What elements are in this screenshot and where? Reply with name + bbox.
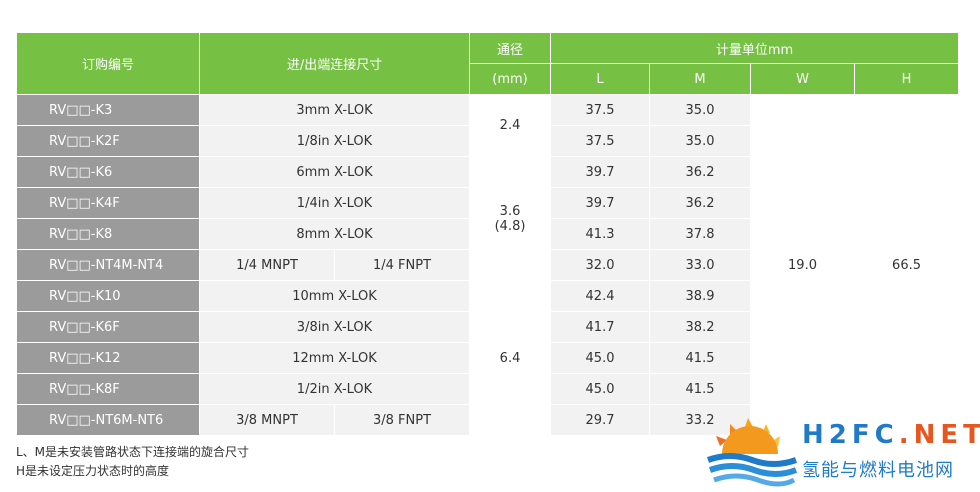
dim-M: 36.2: [649, 187, 752, 219]
logo-wordmark: H2FC.NET: [802, 420, 980, 450]
table-row: RV□□-NT6M-NT6 3/8 MNPT 3/8 FNPT 29.7 33.…: [16, 404, 959, 436]
connection-size: 8mm X-LOK: [198, 218, 471, 250]
bore-value-line1: 3.6: [499, 203, 521, 219]
dim-L: 42.4: [550, 280, 651, 312]
table-row: RV□□-K10 10mm X-LOK 6.4 42.4 38.9: [16, 280, 959, 436]
dim-L: 41.7: [550, 311, 651, 343]
order-code: RV□□-K6: [16, 156, 200, 188]
order-code: RV□□-K8F: [16, 373, 200, 405]
header-connection: 进/出端连接尺寸: [198, 32, 471, 95]
order-code: RV□□-NT6M-NT6: [16, 404, 200, 436]
order-code: RV□□-K12: [16, 342, 200, 374]
bore-value: 2.4: [469, 94, 552, 157]
order-code: RV□□-K4F: [16, 187, 200, 219]
dim-M: 41.5: [649, 342, 752, 374]
table-row: RV□□-K6 6mm X-LOK 3.6 (4.8) 39.7 36.2: [16, 156, 959, 281]
dim-L: 32.0: [550, 249, 651, 281]
connection-size-inlet: 1/4 MNPT: [199, 249, 335, 281]
bore-value-line2: (4.8): [494, 218, 526, 234]
footnote-LM: L、M是未安装管路状态下连接端的旋合尺寸: [16, 445, 250, 459]
logo-h2fc: H2FC: [802, 420, 899, 450]
table-row: RV□□-NT4M-NT4 1/4 MNPT 1/4 FNPT 32.0 33.…: [16, 249, 959, 281]
header-dims: 计量单位mm: [550, 32, 960, 64]
table-row: RV□□-K2F 1/8in X-LOK 37.5 35.0: [16, 125, 959, 157]
header-order-no: 订购编号: [16, 32, 200, 95]
logo-tagline: 氢能与燃料电池网: [802, 460, 954, 481]
order-code: RV□□-K6F: [16, 311, 200, 343]
header-M: M: [649, 63, 752, 95]
dim-M: 33.0: [649, 249, 752, 281]
header-L: L: [550, 63, 651, 95]
order-code: RV□□-K8: [16, 218, 200, 250]
dim-L: 45.0: [550, 342, 651, 374]
h2fc-logo: H2FC.NET 氢能与燃料电池网: [700, 412, 980, 490]
header-bore-unit: (mm): [469, 63, 552, 95]
connection-size-inlet: 3/8 MNPT: [199, 404, 335, 436]
dim-L: 39.7: [550, 187, 651, 219]
connection-size: 3/8in X-LOK: [198, 311, 471, 343]
dim-M: 38.9: [649, 280, 752, 312]
header-W: W: [750, 63, 856, 95]
header-bore: 通径: [469, 32, 552, 64]
dim-L: 41.3: [550, 218, 651, 250]
dim-H: 66.5: [854, 94, 960, 436]
footnote-H: H是未设定压力状态时的高度: [16, 464, 170, 478]
sun-wave-icon: [706, 418, 798, 487]
bore-value: 3.6 (4.8): [469, 156, 552, 281]
dim-L: 45.0: [550, 373, 651, 405]
order-code: RV□□-K10: [16, 280, 200, 312]
connection-size: 12mm X-LOK: [198, 342, 471, 374]
connection-size: 10mm X-LOK: [198, 280, 471, 312]
table-row: RV□□-K12 12mm X-LOK 45.0 41.5: [16, 342, 959, 374]
header-H: H: [854, 63, 960, 95]
dim-L: 39.7: [550, 156, 651, 188]
connection-size: 1/8in X-LOK: [198, 125, 471, 157]
connection-size: 3mm X-LOK: [198, 94, 471, 126]
connection-size: 6mm X-LOK: [198, 156, 471, 188]
dim-W: 19.0: [750, 94, 856, 436]
table-row: RV□□-K3 3mm X-LOK 2.4 37.5 35.0 19.0 66.…: [16, 94, 960, 436]
table-row: RV□□-K8 8mm X-LOK 41.3 37.8: [16, 218, 959, 250]
order-code: RV□□-NT4M-NT4: [16, 249, 200, 281]
logo-dot: .: [898, 420, 914, 450]
table-row: RV□□-K4F 1/4in X-LOK 39.7 36.2: [16, 187, 959, 219]
dim-M: 37.8: [649, 218, 752, 250]
table-row: RV□□-K6F 3/8in X-LOK 41.7 38.2: [16, 311, 959, 343]
connection-size-outlet: 3/8 FNPT: [333, 404, 471, 436]
order-code: RV□□-K2F: [16, 125, 200, 157]
dim-L: 37.5: [550, 94, 651, 126]
spec-table: 订购编号 进/出端连接尺寸 通径 计量单位mm (mm) L M W H RV□…: [16, 32, 960, 436]
dim-M: 38.2: [649, 311, 752, 343]
dim-M: 41.5: [649, 373, 752, 405]
dim-M: 36.2: [649, 156, 752, 188]
connection-size-outlet: 1/4 FNPT: [333, 249, 471, 281]
dim-M: 35.0: [649, 125, 752, 157]
footnotes: L、M是未安装管路状态下连接端的旋合尺寸 H是未设定压力状态时的高度: [16, 443, 249, 481]
table-row: RV□□-K8F 1/2in X-LOK 45.0 41.5: [16, 373, 959, 405]
dim-L: 37.5: [550, 125, 651, 157]
bore-value: 6.4: [469, 280, 552, 436]
connection-size: 1/2in X-LOK: [198, 373, 471, 405]
logo-net: NET: [913, 420, 980, 450]
connection-size: 1/4in X-LOK: [198, 187, 471, 219]
dim-M: 35.0: [649, 94, 752, 126]
dim-L: 29.7: [550, 404, 651, 436]
order-code: RV□□-K3: [16, 94, 200, 126]
